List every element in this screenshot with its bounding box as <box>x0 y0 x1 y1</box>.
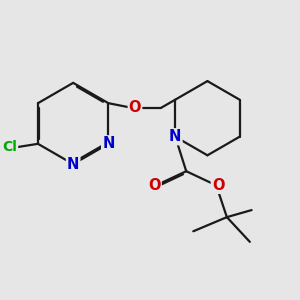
Text: O: O <box>212 178 224 193</box>
Text: O: O <box>129 100 141 115</box>
Text: N: N <box>67 157 79 172</box>
Text: N: N <box>169 129 182 144</box>
Text: Cl: Cl <box>2 140 17 154</box>
Text: O: O <box>148 178 161 193</box>
Text: N: N <box>102 136 115 151</box>
